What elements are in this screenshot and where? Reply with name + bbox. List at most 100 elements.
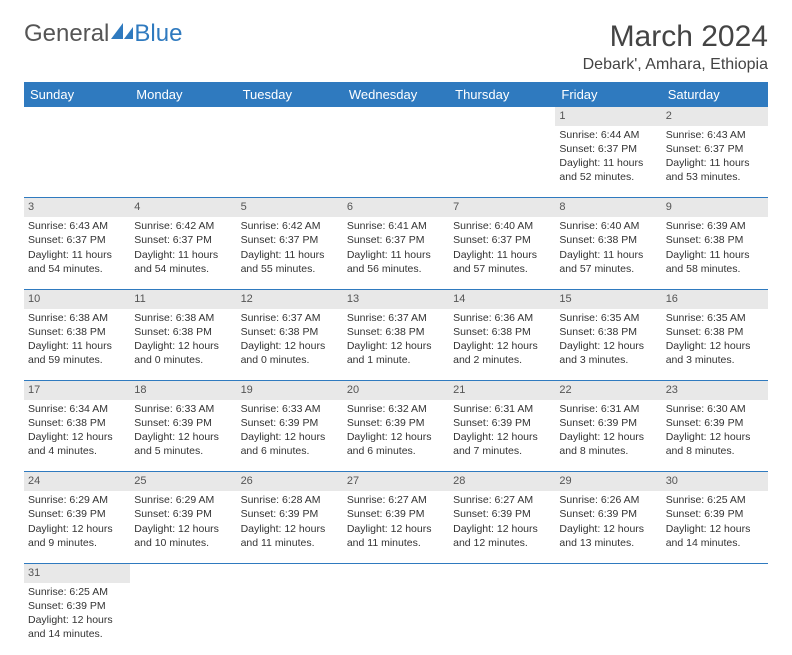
daylight-text: and 54 minutes. — [28, 262, 126, 276]
sunrise-text: Sunrise: 6:25 AM — [28, 585, 126, 599]
day-cell — [343, 583, 449, 655]
sunset-text: Sunset: 6:38 PM — [347, 325, 445, 339]
day-detail-row: Sunrise: 6:29 AMSunset: 6:39 PMDaylight:… — [24, 491, 768, 563]
day-number: 22 — [555, 381, 661, 400]
weekday-header-row: Sunday Monday Tuesday Wednesday Thursday… — [24, 82, 768, 107]
day-number — [555, 563, 661, 582]
day-cell: Sunrise: 6:38 AMSunset: 6:38 PMDaylight:… — [130, 309, 236, 381]
daylight-text: and 59 minutes. — [28, 353, 126, 367]
day-cell: Sunrise: 6:42 AMSunset: 6:37 PMDaylight:… — [237, 217, 343, 289]
day-cell — [343, 126, 449, 198]
day-cell — [449, 583, 555, 655]
day-number: 1 — [555, 107, 661, 126]
day-number: 18 — [130, 381, 236, 400]
day-number — [130, 107, 236, 126]
sunset-text: Sunset: 6:39 PM — [453, 507, 551, 521]
day-number: 7 — [449, 198, 555, 217]
daylight-text: Daylight: 11 hours — [559, 248, 657, 262]
day-cell — [662, 583, 768, 655]
sunset-text: Sunset: 6:37 PM — [559, 142, 657, 156]
day-cell: Sunrise: 6:29 AMSunset: 6:39 PMDaylight:… — [130, 491, 236, 563]
daylight-text: and 54 minutes. — [134, 262, 232, 276]
day-number-row: 31 — [24, 563, 768, 582]
day-number — [449, 107, 555, 126]
day-number — [24, 107, 130, 126]
sunrise-text: Sunrise: 6:29 AM — [134, 493, 232, 507]
sunrise-text: Sunrise: 6:40 AM — [453, 219, 551, 233]
sunrise-text: Sunrise: 6:44 AM — [559, 128, 657, 142]
sunset-text: Sunset: 6:39 PM — [559, 416, 657, 430]
sunrise-text: Sunrise: 6:30 AM — [666, 402, 764, 416]
daylight-text: and 14 minutes. — [666, 536, 764, 550]
sunrise-text: Sunrise: 6:37 AM — [241, 311, 339, 325]
day-cell: Sunrise: 6:35 AMSunset: 6:38 PMDaylight:… — [555, 309, 661, 381]
daylight-text: and 11 minutes. — [241, 536, 339, 550]
sunset-text: Sunset: 6:39 PM — [134, 416, 232, 430]
weekday-header: Wednesday — [343, 82, 449, 107]
sunset-text: Sunset: 6:39 PM — [134, 507, 232, 521]
day-cell — [555, 583, 661, 655]
sunset-text: Sunset: 6:38 PM — [241, 325, 339, 339]
day-number: 21 — [449, 381, 555, 400]
daylight-text: and 5 minutes. — [134, 444, 232, 458]
day-number: 25 — [130, 472, 236, 491]
sunset-text: Sunset: 6:39 PM — [453, 416, 551, 430]
day-detail-row: Sunrise: 6:44 AMSunset: 6:37 PMDaylight:… — [24, 126, 768, 198]
sunset-text: Sunset: 6:37 PM — [28, 233, 126, 247]
sunrise-text: Sunrise: 6:42 AM — [134, 219, 232, 233]
sunset-text: Sunset: 6:39 PM — [666, 416, 764, 430]
day-number: 3 — [24, 198, 130, 217]
daylight-text: Daylight: 12 hours — [666, 430, 764, 444]
daylight-text: and 6 minutes. — [241, 444, 339, 458]
sunset-text: Sunset: 6:39 PM — [28, 599, 126, 613]
day-number — [662, 563, 768, 582]
daylight-text: Daylight: 12 hours — [453, 339, 551, 353]
day-detail-row: Sunrise: 6:34 AMSunset: 6:38 PMDaylight:… — [24, 400, 768, 472]
day-cell: Sunrise: 6:44 AMSunset: 6:37 PMDaylight:… — [555, 126, 661, 198]
daylight-text: Daylight: 11 hours — [559, 156, 657, 170]
sail-icon — [111, 23, 133, 41]
day-number: 19 — [237, 381, 343, 400]
day-number: 29 — [555, 472, 661, 491]
day-number — [130, 563, 236, 582]
daylight-text: Daylight: 12 hours — [28, 522, 126, 536]
sunrise-text: Sunrise: 6:27 AM — [453, 493, 551, 507]
sunrise-text: Sunrise: 6:38 AM — [134, 311, 232, 325]
daylight-text: Daylight: 12 hours — [28, 430, 126, 444]
day-number: 4 — [130, 198, 236, 217]
sunrise-text: Sunrise: 6:35 AM — [666, 311, 764, 325]
daylight-text: Daylight: 11 hours — [666, 248, 764, 262]
daylight-text: Daylight: 12 hours — [666, 339, 764, 353]
day-detail-row: Sunrise: 6:43 AMSunset: 6:37 PMDaylight:… — [24, 217, 768, 289]
sunrise-text: Sunrise: 6:33 AM — [134, 402, 232, 416]
day-number-row: 17181920212223 — [24, 381, 768, 400]
daylight-text: Daylight: 12 hours — [559, 339, 657, 353]
weekday-header: Saturday — [662, 82, 768, 107]
day-number: 6 — [343, 198, 449, 217]
header: General Blue March 2024 Debark', Amhara,… — [24, 20, 768, 74]
day-number-row: 12 — [24, 107, 768, 126]
sunset-text: Sunset: 6:37 PM — [241, 233, 339, 247]
daylight-text: and 9 minutes. — [28, 536, 126, 550]
daylight-text: Daylight: 12 hours — [241, 430, 339, 444]
sunset-text: Sunset: 6:38 PM — [453, 325, 551, 339]
daylight-text: Daylight: 11 hours — [241, 248, 339, 262]
daylight-text: and 13 minutes. — [559, 536, 657, 550]
day-number: 8 — [555, 198, 661, 217]
brand-part1: General — [24, 20, 109, 48]
day-number: 9 — [662, 198, 768, 217]
daylight-text: Daylight: 12 hours — [134, 522, 232, 536]
daylight-text: Daylight: 12 hours — [134, 430, 232, 444]
day-number: 28 — [449, 472, 555, 491]
day-number: 11 — [130, 289, 236, 308]
daylight-text: and 58 minutes. — [666, 262, 764, 276]
daylight-text: Daylight: 12 hours — [347, 339, 445, 353]
day-number-row: 3456789 — [24, 198, 768, 217]
daylight-text: and 7 minutes. — [453, 444, 551, 458]
sunset-text: Sunset: 6:37 PM — [453, 233, 551, 247]
day-cell: Sunrise: 6:40 AMSunset: 6:38 PMDaylight:… — [555, 217, 661, 289]
sunset-text: Sunset: 6:38 PM — [559, 325, 657, 339]
day-cell: Sunrise: 6:31 AMSunset: 6:39 PMDaylight:… — [449, 400, 555, 472]
daylight-text: Daylight: 11 hours — [347, 248, 445, 262]
daylight-text: and 10 minutes. — [134, 536, 232, 550]
